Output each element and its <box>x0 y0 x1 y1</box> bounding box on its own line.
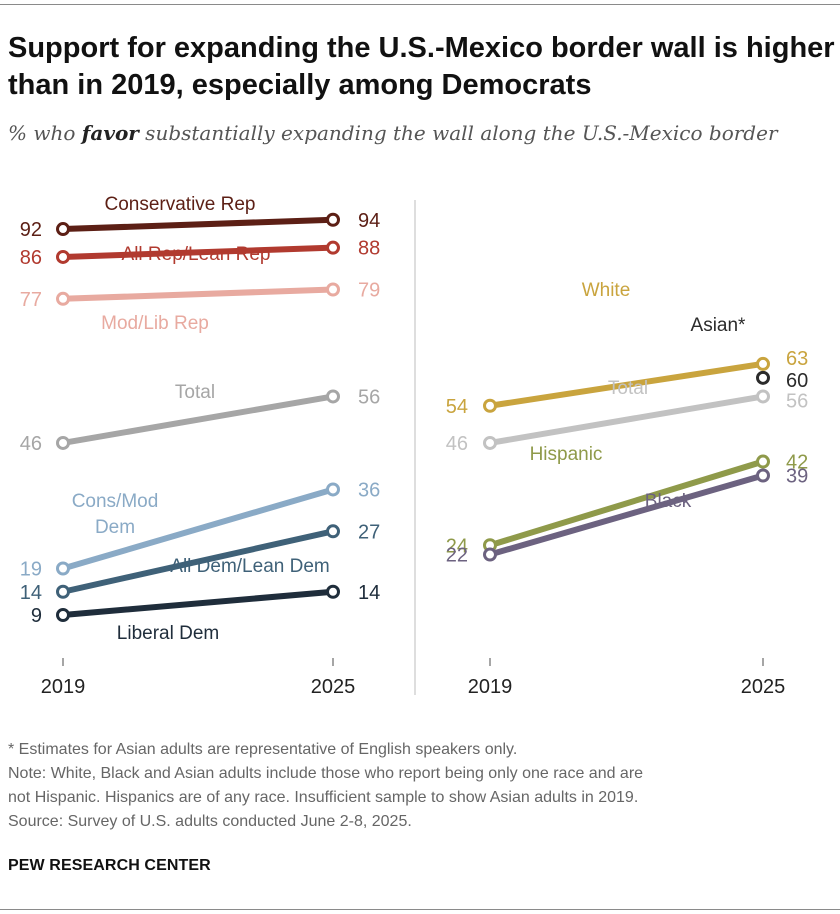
left-value-label-mod-lib-rep-2025: 79 <box>358 280 380 302</box>
left-series-label-liberal-dem: Liberal Dem <box>117 623 219 644</box>
left-value-label-all-dem-lean-dem-2025: 27 <box>358 521 380 543</box>
notes-block: * Estimates for Asian adults are represe… <box>8 738 643 834</box>
left-value-label-total-2025: 56 <box>358 386 380 408</box>
right-series-line-hispanic <box>487 458 766 549</box>
left-point-all-rep-lean-rep-2019 <box>56 249 70 264</box>
left-value-label-all-rep-lean-rep-2025: 88 <box>358 238 380 260</box>
top-rule <box>0 4 840 5</box>
right-value-label-total-2025: 56 <box>786 390 808 412</box>
right-series-label-asian: Asian* <box>691 315 747 336</box>
charts-canvas: 2019 2025 92 94 Conservative Rep 86 88 All Rep/… <box>20 194 809 698</box>
left-series-label-all-dem-lean-dem: All Dem/Lean Dem <box>170 556 329 577</box>
footnote-text: * Estimates for Asian adults are represe… <box>8 741 518 758</box>
left-value-label-total-2019: 46 <box>20 433 42 455</box>
brand-logo-text: PEW RESEARCH CENTER <box>8 857 211 874</box>
right-point-hispanic-2025 <box>756 454 770 469</box>
right-point-total-2019 <box>483 435 497 450</box>
left-series-line-liberal-dem <box>60 588 336 618</box>
right-point-asian-2025 <box>756 370 770 385</box>
left-series-label-mod-lib-rep: Mod/Lib Rep <box>101 313 209 334</box>
left-point-total-2019 <box>56 435 70 450</box>
right-series-label-hispanic: Hispanic <box>530 444 603 465</box>
left-value-label-all-rep-lean-rep-2019: 86 <box>20 247 42 269</box>
subtitle-prefix: % who <box>8 121 82 145</box>
right-point-black-2019 <box>483 547 497 562</box>
right-point-total-2025 <box>756 389 770 404</box>
left-series-line-total <box>60 393 336 446</box>
left-point-all-dem-lean-dem-2025 <box>326 524 340 539</box>
left-point-mod-lib-rep-2025 <box>326 282 340 297</box>
right-series-line-total <box>487 393 766 446</box>
note-text-line-1: Note: White, Black and Asian adults incl… <box>8 765 644 782</box>
chart-title: Support for expanding the U.S.-Mexico bo… <box>8 32 835 101</box>
left-series-label-conservative-rep: Conservative Rep <box>104 194 255 215</box>
right-value-label-white-2025: 63 <box>786 348 808 370</box>
right-point-white-2019 <box>483 398 497 413</box>
left-value-label-cons-mod-dem-2025: 36 <box>358 479 380 501</box>
right-series-label-black: Black <box>645 491 692 512</box>
left-x-tick-label-2019: 2019 <box>41 676 86 698</box>
left-point-cons-mod-dem-2019 <box>56 561 70 576</box>
left-series-line-all-rep-lean-rep <box>60 244 336 260</box>
left-panel-chart: 2019 2025 92 94 Conservative Rep 86 88 All Rep/… <box>20 194 381 698</box>
left-point-all-rep-lean-rep-2025 <box>326 240 340 255</box>
subtitle-emphasis: favor <box>81 121 139 145</box>
left-point-conservative-rep-2025 <box>326 212 340 227</box>
left-point-liberal-dem-2019 <box>56 608 70 622</box>
right-value-label-white-2019: 54 <box>446 396 468 418</box>
right-value-label-black-2025: 39 <box>786 466 808 488</box>
left-point-all-dem-lean-dem-2019 <box>56 584 70 599</box>
right-panel-chart: 2019 2025 54 63 White 60 Asian* 46 56 Total 24 42 Hi… <box>446 280 809 698</box>
right-series-line-white <box>487 360 766 409</box>
left-value-label-liberal-dem-2025: 14 <box>358 582 380 604</box>
left-series-label-total: Total <box>175 382 215 403</box>
left-series-line-conservative-rep <box>60 216 336 233</box>
left-point-total-2025 <box>326 389 340 404</box>
right-value-label-total-2019: 46 <box>446 433 468 455</box>
left-value-label-cons-mod-dem-2019: 19 <box>20 559 42 581</box>
chart-subtitle: % who favor substantially expanding the … <box>8 121 778 145</box>
left-point-liberal-dem-2025 <box>326 584 340 599</box>
right-value-label-hispanic-2025: 42 <box>786 452 808 474</box>
left-point-mod-lib-rep-2019 <box>56 291 70 306</box>
left-series-line-all-dem-lean-dem <box>60 528 336 595</box>
right-value-label-asian-2025: 60 <box>786 370 808 392</box>
right-x-tick-label-2025: 2025 <box>741 676 786 698</box>
left-value-label-all-dem-lean-dem-2019: 14 <box>20 582 42 604</box>
subtitle-suffix: substantially expanding the wall along t… <box>138 121 778 145</box>
left-series-label-line: Cons/Mod <box>72 491 159 512</box>
note-text-line-2: not Hispanic. Hispanics are of any race.… <box>8 789 639 806</box>
left-point-cons-mod-dem-2025 <box>326 482 340 497</box>
left-point-conservative-rep-2019 <box>56 222 70 237</box>
left-series-label-all-rep-lean-rep: All Rep/Lean Rep <box>122 244 271 265</box>
left-value-label-conservative-rep-2019: 92 <box>20 219 42 241</box>
right-value-label-black-2019: 22 <box>446 545 468 567</box>
right-series-label-white: White <box>582 280 631 301</box>
right-point-white-2025 <box>756 356 770 371</box>
right-series-label-total: Total <box>608 378 648 399</box>
right-value-label-hispanic-2019: 24 <box>446 535 468 557</box>
left-series-line-cons-mod-dem <box>60 486 336 572</box>
left-series-label-cons-mod-dem: Cons/Mod Dem <box>72 491 159 538</box>
left-value-label-conservative-rep-2025: 94 <box>358 210 380 232</box>
right-point-black-2025 <box>756 468 770 483</box>
right-x-tick-label-2019: 2019 <box>468 676 513 698</box>
left-series-label-line: Dem <box>95 517 135 538</box>
right-series-line-black <box>487 472 766 558</box>
source-text: Source: Survey of U.S. adults conducted … <box>8 813 412 830</box>
left-series-line-mod-lib-rep <box>60 286 336 302</box>
left-x-tick-label-2025: 2025 <box>311 676 356 698</box>
left-value-label-liberal-dem-2019: 9 <box>31 605 42 627</box>
bottom-rule <box>0 909 840 910</box>
left-value-label-mod-lib-rep-2019: 77 <box>20 289 42 311</box>
